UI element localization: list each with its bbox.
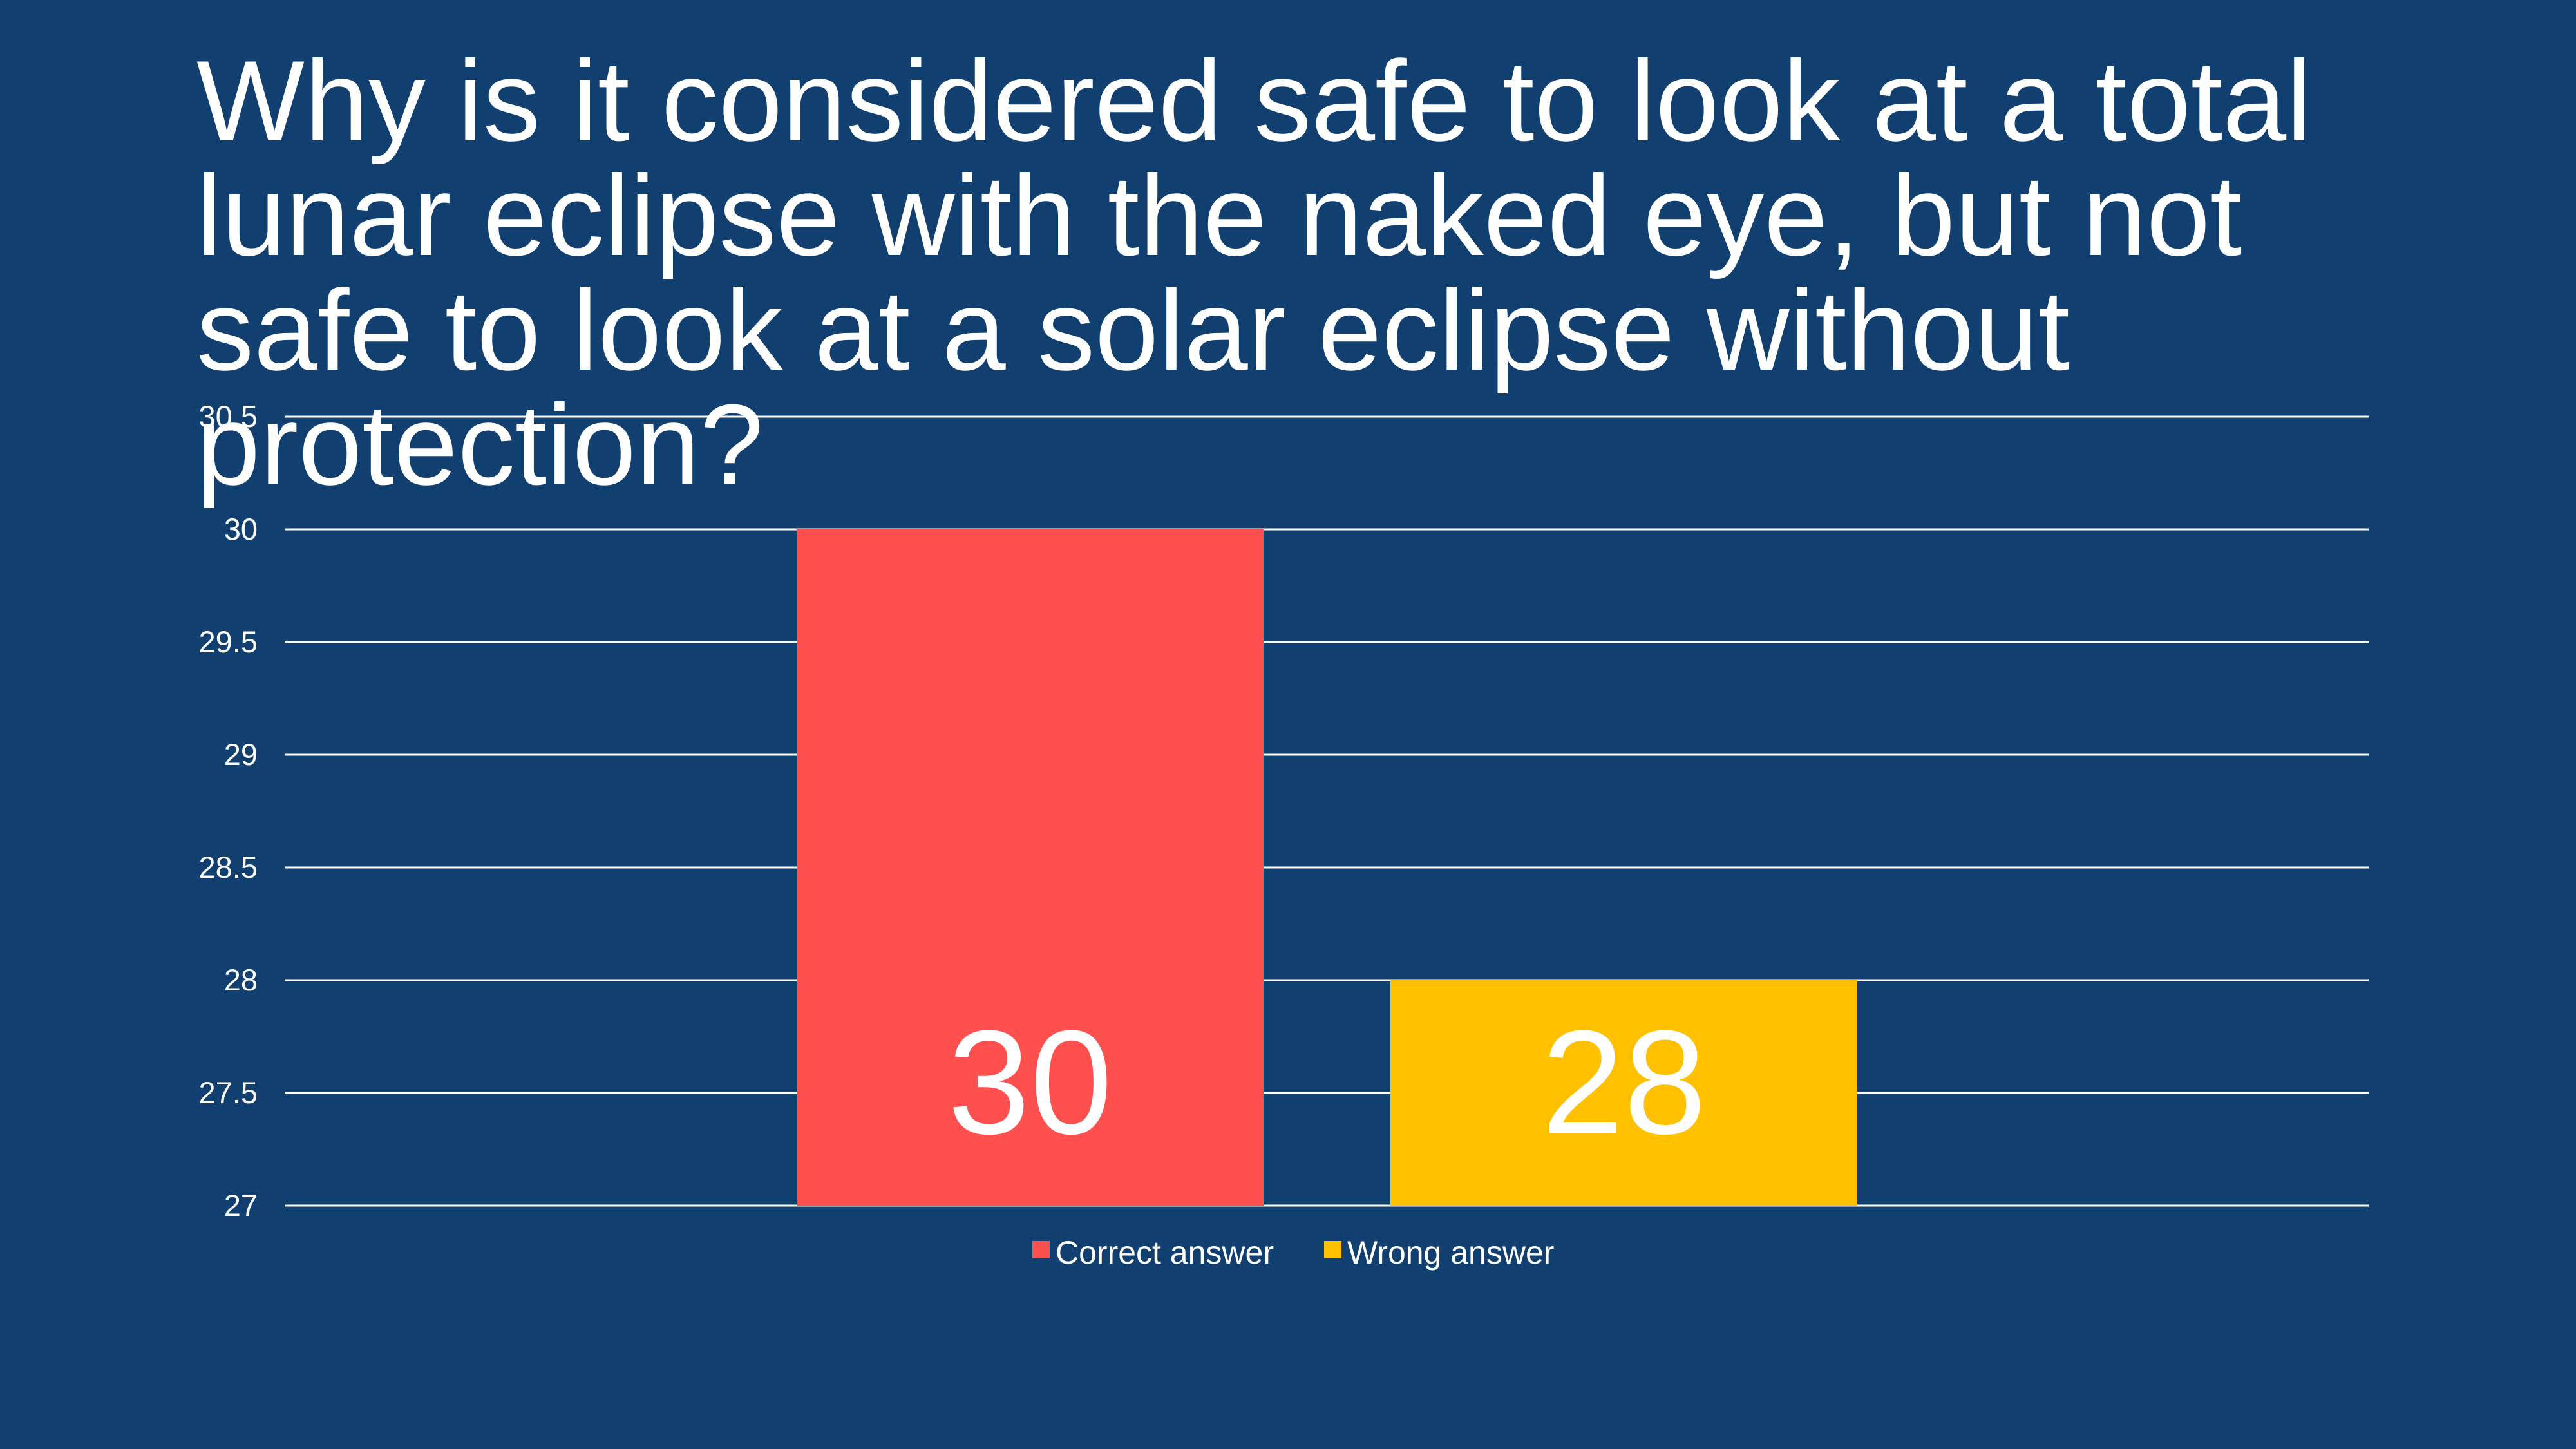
gridlines	[285, 415, 2369, 1207]
legend-label: Wrong answer	[1347, 1235, 1554, 1271]
bar-wrong-answer	[1390, 980, 1857, 1206]
y-axis-ticks: 27 27.5 28 28.5 29 29.5 30 30.5	[199, 399, 258, 1222]
y-tick-label: 28.5	[199, 850, 258, 884]
y-tick-label: 28	[224, 963, 258, 997]
bars	[797, 529, 1857, 1206]
chart-title: Why is it considered safe to look at a t…	[196, 37, 2312, 509]
data-labels: 30 28	[948, 999, 1707, 1165]
bar-correct-answer	[797, 529, 1264, 1206]
data-label: 30	[948, 999, 1113, 1165]
legend-label: Correct answer	[1056, 1235, 1274, 1271]
y-tick-label: 30	[224, 512, 258, 546]
legend-swatch	[1324, 1241, 1341, 1258]
legend: Correct answer Wrong answer	[1032, 1235, 1554, 1271]
y-tick-label: 27	[224, 1188, 258, 1222]
y-tick-label: 27.5	[199, 1075, 258, 1110]
y-tick-label: 30.5	[199, 399, 258, 433]
y-tick-label: 29.5	[199, 625, 258, 659]
legend-swatch	[1032, 1241, 1050, 1258]
y-tick-label: 29	[224, 737, 258, 772]
data-label: 28	[1542, 999, 1707, 1165]
